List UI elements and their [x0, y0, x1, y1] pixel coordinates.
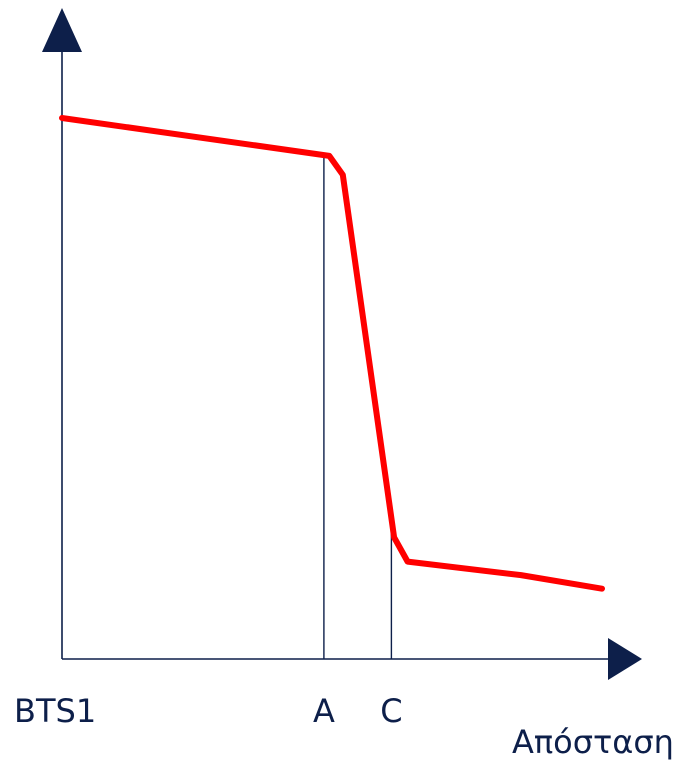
x-tick-labels: BTS1 A C [14, 692, 403, 730]
x-tick-label-2: A [313, 692, 335, 730]
series-line-1 [59, 115, 605, 592]
x-tick-label-1: BTS1 [14, 692, 96, 730]
x-axis-arrowhead-icon [608, 638, 642, 680]
reference-lines [323, 155, 393, 659]
x-axis-label: Απόσταση [512, 723, 674, 761]
x-tick-label-3: C [380, 692, 402, 730]
y-axis-arrowhead-icon [42, 8, 82, 52]
axes [42, 8, 642, 680]
series-layer [59, 115, 605, 592]
